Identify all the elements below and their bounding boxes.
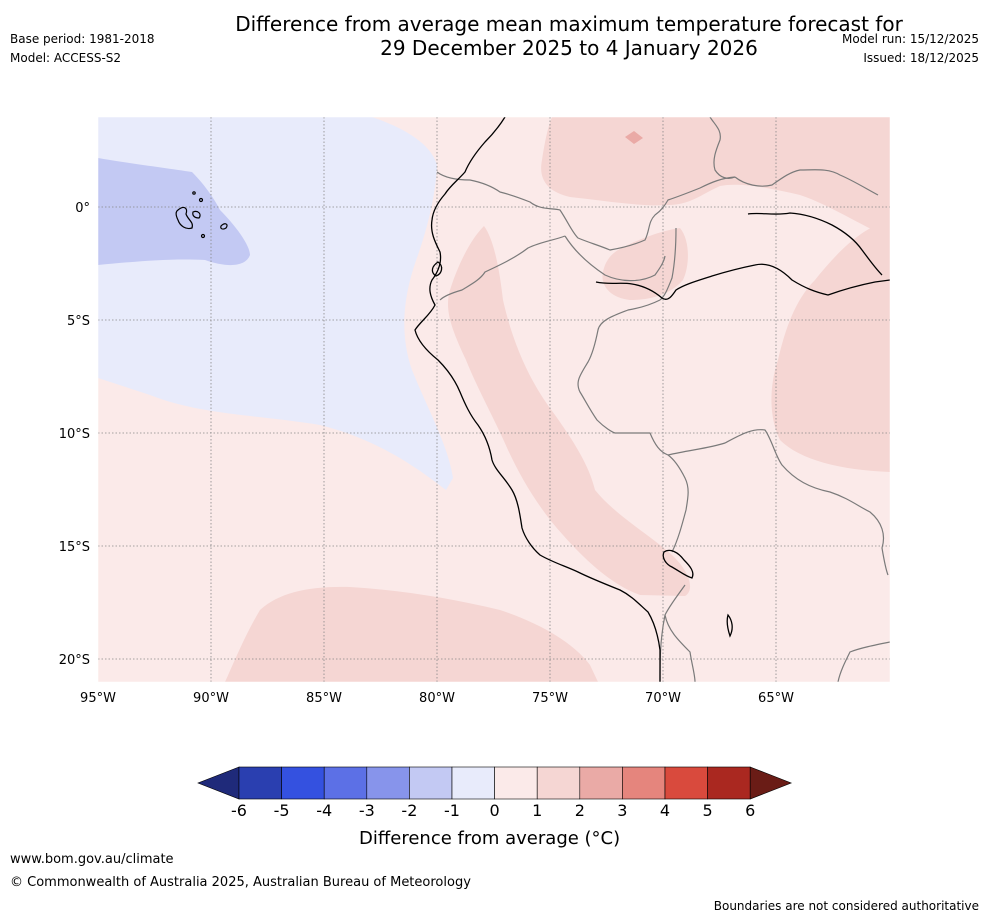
colorbar-title: Difference from average (°C) (359, 828, 621, 849)
base-period: Base period: 1981-2018 (10, 32, 155, 46)
colorbar-tick-label: -2 (401, 801, 417, 820)
lat-tick-20s: 20°S (59, 653, 90, 668)
issued-date: Issued: 18/12/2025 (863, 51, 979, 65)
title: Difference from average mean maximum tem… (0, 12, 988, 60)
colorbar-tick-label: 5 (703, 801, 713, 820)
colorbar-tick-label: -5 (274, 801, 290, 820)
colorbar-extend-high (749, 766, 793, 800)
border-venezuela-north (709, 117, 736, 179)
map-area (98, 117, 890, 682)
colorbar-tick-label: 4 (660, 801, 670, 820)
colorbar-segment (707, 766, 751, 800)
lon-tick-65w: 65°W (758, 691, 794, 706)
colorbar-tick-label: 2 (575, 801, 585, 820)
galapagos-islands (175, 191, 228, 239)
border-colombia-ecuador-peru (436, 171, 736, 251)
coastline-gulf (431, 261, 443, 277)
model-name: Model: ACCESS-S2 (10, 51, 122, 65)
river-amazon (595, 263, 890, 300)
colorbar-tick-label: 1 (532, 801, 542, 820)
colorbar-tick-label: -4 (316, 801, 332, 820)
island-small-2 (200, 233, 206, 239)
lon-tick-75w: 75°W (532, 691, 568, 706)
model-run: Model run: 15/12/2025 (841, 32, 979, 46)
coastline-pacific (414, 117, 661, 682)
lat-tick-15s: 15°S (59, 540, 90, 555)
country-borders (436, 117, 890, 682)
anomaly-region-south-warm (225, 586, 598, 682)
lon-tick-labels: 95°W 90°W 85°W 80°W 75°W 70°W 65°W (80, 691, 794, 706)
colorbar-segment (238, 766, 282, 800)
coastlines (414, 117, 890, 682)
border-ecuador-peru (439, 235, 566, 301)
border-colombia-brazil-venezuela (734, 169, 879, 196)
anomaly-region-east-warm (771, 220, 890, 472)
colorbar-tick-label: 0 (490, 801, 500, 820)
anomaly-region-andes-warm (447, 226, 691, 596)
colorbar-segment (579, 766, 623, 800)
title-line-1: Difference from average mean maximum tem… (235, 12, 903, 36)
lon-tick-85w: 85°W (306, 691, 342, 706)
colorbar-tick-label: -3 (359, 801, 375, 820)
colorbar-tick-label: 3 (617, 801, 627, 820)
lat-tick-labels: 0° 5°S 10°S 15°S 20°S (59, 201, 90, 668)
footer-copyright: © Commonwealth of Australia 2025, Austra… (10, 875, 471, 890)
lake-poopo (726, 613, 733, 638)
lon-tick-90w: 90°W (193, 691, 229, 706)
lat-tick-5s: 5°S (67, 314, 90, 329)
anomaly-region-hot-spot (625, 131, 643, 144)
lon-tick-95w: 95°W (80, 691, 116, 706)
border-peru-colombia-brazil (577, 299, 689, 553)
lon-tick-80w: 80°W (419, 691, 455, 706)
colorbar-segment (409, 766, 453, 800)
border-bolivia-brazil (667, 429, 889, 576)
colorbar-segment (451, 766, 495, 800)
map-frame (97, 116, 891, 683)
colorbar-segment (494, 766, 538, 800)
border-brazil-paraguay (837, 641, 890, 682)
anomaly-region-galapagos (98, 158, 250, 266)
lake-titicaca (662, 549, 694, 579)
border-peru-bolivia-south (664, 584, 696, 682)
graticule (98, 117, 890, 682)
footer-disclaimer: Boundaries are not considered authoritat… (713, 899, 979, 913)
lat-tick-10s: 10°S (59, 427, 90, 442)
colorbar-extend-low (197, 766, 240, 800)
colorbar-tick-label: -6 (231, 801, 247, 820)
colorbar-segment (323, 766, 368, 800)
island-small-3 (192, 191, 196, 195)
footer-url: www.bom.gov.au/climate (10, 852, 174, 867)
colorbar-segment (622, 766, 666, 800)
colorbar-segment (366, 766, 410, 800)
colorbar-segment (281, 766, 325, 800)
lat-tick-0: 0° (75, 201, 90, 216)
colorbar-segment (536, 766, 581, 800)
border-colombia-brazil (659, 227, 677, 301)
river-negro (747, 212, 883, 276)
border-peru-colombia (564, 235, 666, 282)
colorbar-tick-label: 6 (745, 801, 755, 820)
island-isabela (175, 206, 193, 230)
anomaly-region-north-warm (541, 117, 890, 238)
colorbar-tick-label: -1 (444, 801, 460, 820)
island-san-cristobal (220, 223, 228, 230)
lon-tick-70w: 70°W (645, 691, 681, 706)
colorbar-segment (664, 766, 708, 800)
colorbar: -6 -5 -4 -3 -2 -1 0 1 2 3 4 5 6 (197, 766, 793, 820)
island-small-1 (198, 197, 204, 203)
island-santa-cruz (192, 210, 201, 219)
anomaly-region-central-warm (602, 228, 688, 300)
title-line-2: 29 December 2025 to 4 January 2026 (380, 36, 758, 60)
